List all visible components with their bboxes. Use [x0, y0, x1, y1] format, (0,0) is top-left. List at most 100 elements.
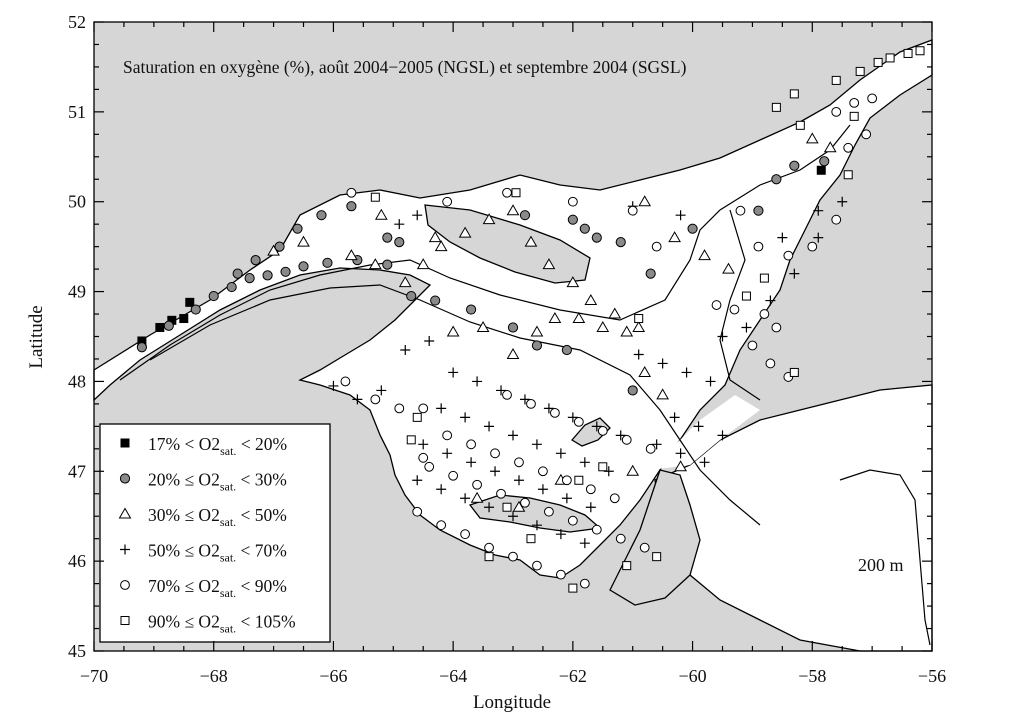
station-plus — [460, 493, 471, 504]
station-square — [873, 57, 883, 67]
station-square — [622, 561, 632, 571]
station-triangle — [530, 325, 544, 337]
station-circle — [514, 457, 524, 468]
station-triangle — [584, 294, 598, 306]
station-gray-circle — [466, 304, 477, 315]
station-plus — [561, 493, 572, 504]
station-triangle — [398, 276, 412, 288]
legend-marker-plus — [120, 544, 130, 555]
station-circle — [579, 578, 590, 589]
station-triangle — [470, 491, 484, 503]
station-plus — [328, 380, 339, 391]
station-gray-circle — [531, 340, 543, 351]
station-gray-circle — [232, 268, 243, 279]
station-plus — [436, 403, 447, 414]
x-tick-label: −64 — [439, 666, 467, 686]
station-plus — [789, 268, 800, 279]
isobath-laurentian-channel — [119, 124, 851, 381]
station-square — [574, 475, 584, 485]
station-triangle — [823, 141, 837, 153]
station-square — [598, 462, 608, 472]
y-tick-label: 47 — [68, 461, 86, 481]
station-square — [885, 53, 895, 63]
station-square — [412, 412, 422, 422]
station-circle — [567, 515, 578, 526]
station-triangle — [638, 195, 652, 207]
y-tick-label: 50 — [68, 192, 86, 212]
station-triangle — [368, 258, 382, 270]
station-gray-circle — [789, 160, 800, 171]
legend-label: 20% ≤ O2sat. < 30% — [148, 470, 287, 494]
station-triangle — [416, 258, 430, 270]
station-triangle — [482, 213, 496, 225]
station-circle — [394, 403, 405, 414]
station-plus — [418, 439, 429, 450]
y-axis-label: Latitude — [26, 305, 47, 368]
station-plus — [555, 448, 566, 459]
station-triangle — [512, 500, 526, 512]
station-filled-square — [137, 336, 147, 346]
station-plus — [717, 430, 728, 441]
station-gray-circle — [280, 266, 291, 277]
station-plus — [837, 196, 848, 207]
station-gray-circle — [226, 281, 237, 293]
station-gray-circle — [382, 232, 393, 243]
station-triangle — [476, 321, 490, 333]
station-gray-circle — [406, 290, 417, 302]
station-gray-circle — [394, 237, 405, 248]
station-circle — [472, 479, 482, 490]
station-triangle — [805, 132, 819, 144]
station-plus — [496, 385, 507, 396]
station-plus — [555, 529, 566, 540]
station-triangle — [297, 235, 310, 247]
station-circle — [843, 142, 854, 153]
station-gray-circle — [591, 232, 602, 243]
station-circle — [747, 340, 758, 351]
station-filled-square — [155, 323, 165, 333]
station-circle — [771, 322, 782, 333]
station-square — [511, 188, 521, 198]
station-circle — [532, 560, 542, 571]
station-circle — [765, 358, 776, 369]
station-plus — [531, 439, 542, 450]
station-gray-circle — [430, 295, 441, 306]
station-triangle — [674, 460, 687, 472]
x-tick-label: −70 — [80, 666, 108, 686]
station-square — [795, 120, 805, 130]
x-tick-label: −56 — [918, 666, 946, 686]
station-circle — [436, 520, 447, 531]
station-filled-square — [167, 315, 177, 325]
station-plus — [412, 210, 423, 221]
station-plus — [519, 394, 530, 405]
station-circle — [735, 205, 746, 216]
station-circle — [484, 542, 494, 553]
station-plus — [669, 412, 680, 423]
station-triangle — [596, 321, 610, 333]
magdalen-islands — [571, 417, 611, 447]
legend-label: 30% ≤ O2sat. < 50% — [148, 505, 287, 529]
y-tick-label: 49 — [68, 282, 86, 302]
station-square — [526, 534, 536, 544]
station-plus — [531, 520, 542, 531]
station-gray-circle — [819, 156, 830, 167]
station-square — [652, 552, 662, 562]
station-plus — [681, 367, 692, 378]
station-plus — [508, 430, 518, 441]
station-circle — [346, 187, 357, 198]
legend-label: 50% ≤ O2sat. < 70% — [148, 541, 287, 565]
station-circle — [550, 407, 560, 418]
station-square — [789, 89, 799, 99]
station-square — [406, 435, 416, 445]
station-gray-circle — [645, 268, 656, 279]
station-gray-circle — [190, 304, 201, 315]
station-gray-circle — [208, 290, 219, 302]
station-triangle — [698, 249, 711, 261]
x-tick-label: −60 — [678, 666, 706, 686]
station-gray-circle — [322, 257, 333, 268]
station-circle — [370, 394, 381, 405]
station-plus — [741, 322, 752, 333]
station-circle — [807, 241, 818, 252]
station-plus — [699, 457, 710, 468]
cabot-strait — [650, 395, 760, 470]
station-square — [915, 46, 925, 56]
